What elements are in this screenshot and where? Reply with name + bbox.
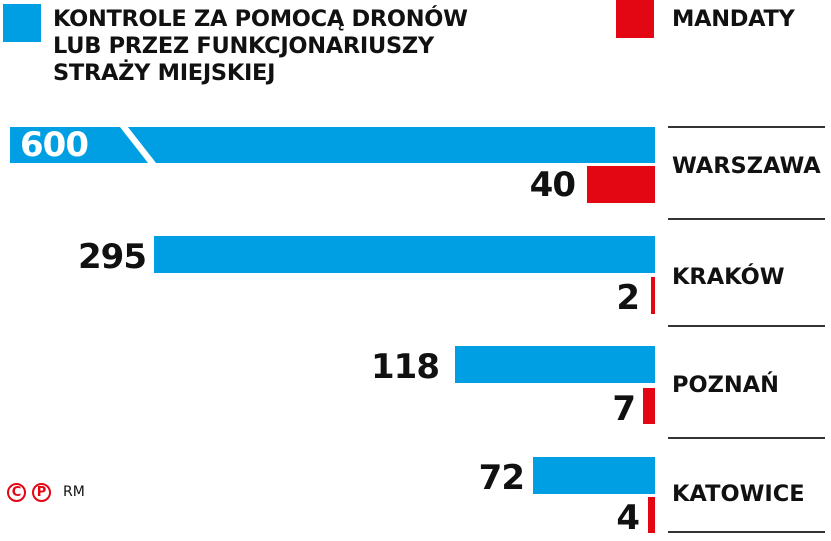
divider-line (668, 531, 825, 533)
divider-line (668, 325, 825, 327)
city-label-krakow: KRAKÓW (672, 264, 785, 290)
divider-line (668, 437, 825, 439)
bar-fines-katowice (648, 497, 655, 533)
value-fines-krakow: 2 (616, 278, 640, 318)
bar-controls-warszawa (10, 127, 655, 163)
copyright-icon: C (7, 483, 26, 502)
press-icon: P (32, 483, 51, 502)
legend-label-controls: KONTROLE ZA POMOCĄ DRONÓW LUB PRZEZ FUNK… (53, 6, 468, 86)
credit-author: RM (63, 484, 85, 500)
value-controls-poznan: 118 (371, 347, 440, 387)
bar-fines-warszawa (587, 166, 655, 203)
bar-controls-katowice (533, 457, 655, 494)
divider-line (668, 218, 825, 220)
bar-fines-poznan (643, 388, 655, 424)
value-controls-warszawa: 600 (20, 125, 89, 165)
legend-label-fines: MANDATY (672, 6, 795, 32)
city-label-poznan: POZNAŃ (672, 372, 780, 398)
legend-swatch-fines (616, 0, 654, 38)
value-fines-poznan: 7 (612, 389, 636, 429)
bar-fines-krakow (651, 277, 655, 314)
value-controls-katowice: 72 (478, 458, 525, 498)
value-controls-krakow: 295 (78, 237, 147, 277)
value-fines-warszawa: 40 (529, 165, 576, 205)
bar-controls-poznan (455, 346, 655, 383)
city-label-katowice: KATOWICE (672, 481, 805, 507)
bar-controls-krakow (154, 236, 655, 273)
value-fines-katowice: 4 (616, 498, 640, 538)
city-label-warszawa: WARSZAWA (672, 153, 821, 179)
divider-line (668, 126, 825, 128)
legend-swatch-controls (3, 4, 41, 42)
